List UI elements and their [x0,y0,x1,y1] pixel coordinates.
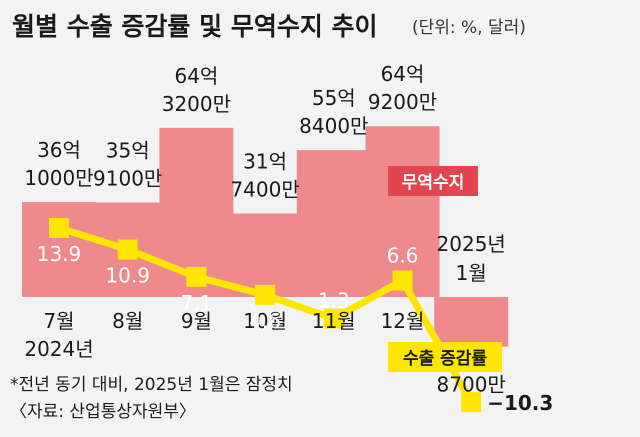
bar-value-label: 55억 8400만 [299,86,368,138]
unit-note: (단위: %, 달러) [412,18,526,38]
line-point-marker [117,239,138,260]
line-value-label: 7.1 [180,291,212,315]
bar-trade-balance [228,213,303,297]
bar-trade-balance [365,126,440,297]
bar-trade-balance [22,202,96,297]
category-label: 8월 [112,309,143,333]
line-value-label: 10.9 [105,264,150,288]
bar-value-label: 64억 9200만 [368,62,437,114]
bar-trade-balance [434,297,509,347]
legend-export-growth: 수출 증감률 [388,342,502,372]
footnote: *전년 동기 대비, 2025년 1월은 잠정치 [10,375,293,395]
line-layer [49,217,482,413]
category-label: 10월 [243,309,287,333]
line-point-marker [186,266,207,287]
legend-trade-balance-label: 무역수지 [402,173,465,193]
line-value-label: 13.9 [37,242,82,266]
line-point-marker [392,270,413,291]
legend-trade-balance: 무역수지 [388,166,478,196]
category-label: 2025년 1월 [437,232,506,285]
bar-trade-balance [296,150,371,297]
category-label: 11월 [312,309,356,333]
category-label: 7월 2024년 [24,309,93,361]
line-value-label: 4.6 [249,309,281,333]
bar-value-label: 36억 1000만 [24,138,93,190]
line-point-marker [49,217,69,238]
line-point-marker [255,284,276,305]
bar-value-label: 64억 3200만 [162,64,231,116]
legend-export-growth-box [388,342,502,372]
legend-trade-balance-box [388,166,478,196]
source: 〈자료: 산업통상자원부〉 [10,402,196,422]
category-label: 9월 [181,309,212,333]
category-label: 12월 [381,309,425,333]
chart-title: 월별 수출 증감률 및 무역수지 추이 [12,12,378,41]
bar-value-label: 31억 7400만 [230,149,299,201]
line-value-label: −10.3 [487,391,553,415]
line-point-marker [461,392,482,413]
bars-layer [22,126,509,347]
bar-value-label: 35억 9100만 [93,139,162,191]
line-point-marker [323,308,344,329]
line-value-label: 6.6 [387,243,419,267]
legend-export-growth-label: 수출 증감률 [403,349,487,369]
line-value-label: 1.3 [318,289,350,313]
